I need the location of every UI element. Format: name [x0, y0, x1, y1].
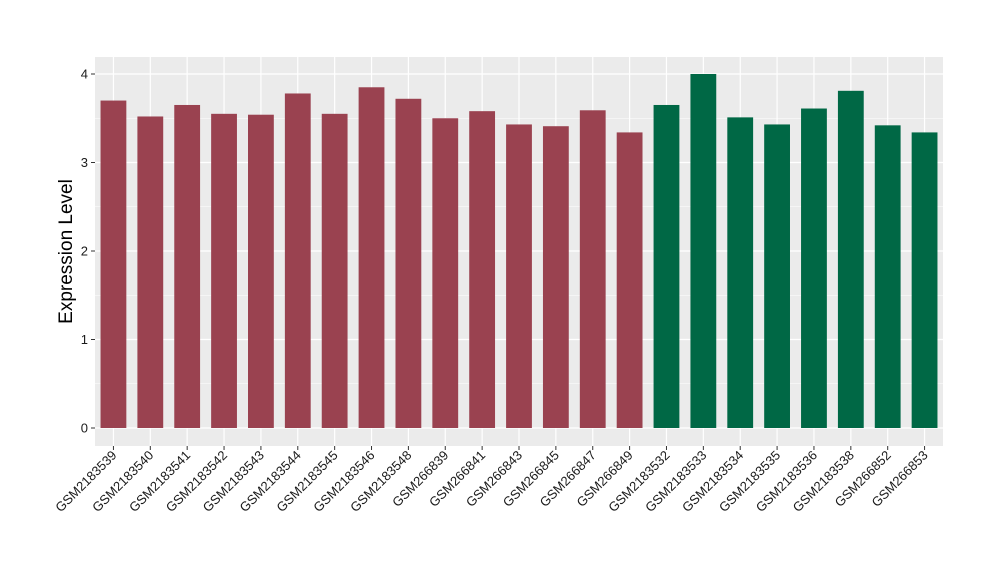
bar-GSM266839 — [432, 118, 459, 428]
bar-GSM2183536 — [801, 108, 827, 428]
bars — [100, 74, 938, 429]
bar-GSM2183545 — [321, 113, 348, 428]
y-tick-label: 2 — [81, 244, 88, 259]
bar-GSM2183538 — [837, 90, 864, 428]
bar-GSM2183548 — [395, 98, 422, 428]
y-tick-label: 0 — [81, 421, 88, 436]
bar-GSM2183540 — [137, 116, 164, 428]
bar-GSM2183542 — [211, 113, 237, 428]
y-tick-label: 3 — [81, 155, 88, 170]
bar-GSM266849 — [616, 132, 643, 428]
bar-GSM2183543 — [248, 114, 274, 429]
bar-GSM266853 — [911, 132, 938, 428]
bar-GSM266843 — [506, 124, 532, 428]
bar-GSM2183534 — [727, 117, 754, 429]
bar-GSM2183532 — [653, 104, 680, 428]
bar-GSM2183546 — [358, 87, 385, 429]
bar-GSM2183539 — [100, 100, 127, 429]
bar-GSM266845 — [542, 126, 569, 428]
bar-GSM2183535 — [764, 124, 790, 428]
bar-GSM266852 — [874, 125, 901, 428]
x-axis: GSM2183539GSM2183540GSM2183541GSM2183542… — [52, 446, 931, 515]
y-axis: 0 1 2 3 4 — [81, 67, 95, 436]
bar-GSM2183541 — [174, 104, 201, 428]
bar-GSM2183544 — [284, 93, 311, 428]
bar-GSM2183533 — [690, 74, 717, 428]
y-tick-label: 1 — [81, 332, 88, 347]
bar-GSM266847 — [579, 110, 606, 428]
y-axis-title: Expression Level — [56, 179, 77, 324]
y-tick-label: 4 — [81, 67, 88, 82]
bar-GSM266841 — [469, 111, 496, 429]
